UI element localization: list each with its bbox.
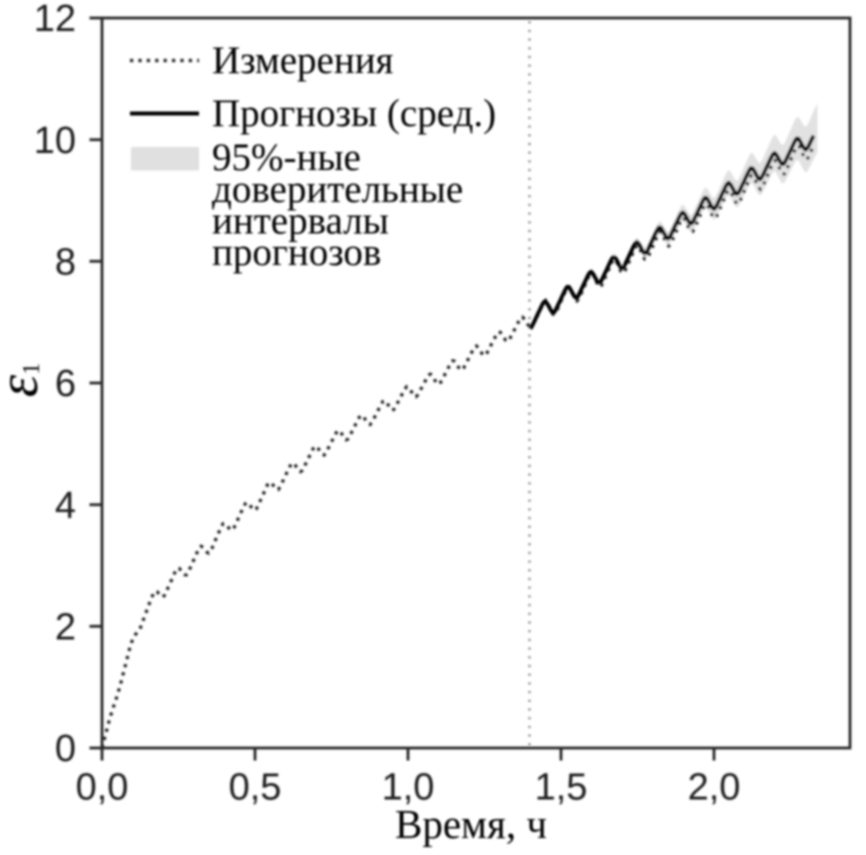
svg-text:2,0: 2,0 [688,767,741,809]
svg-text:95%-ные: 95%-ные [212,136,361,179]
svg-text:4: 4 [55,485,76,527]
svg-text:0,0: 0,0 [76,767,129,809]
svg-text:1,5: 1,5 [535,767,588,809]
svg-text:2: 2 [55,607,76,649]
svg-text:0: 0 [55,728,76,770]
svg-text:Измерения: Измерения [212,39,394,82]
svg-text:10: 10 [34,120,76,162]
svg-text:доверительные: доверительные [212,168,463,211]
svg-text:Прогнозы (сред.): Прогнозы (сред.) [212,92,496,135]
svg-text:12: 12 [34,0,76,40]
svg-text:интервалы: интервалы [212,200,389,243]
svg-text:1,0: 1,0 [382,767,435,809]
svg-text:прогнозов: прогнозов [212,231,381,274]
svg-text:Время, ч: Время, ч [395,801,547,847]
svg-text:8: 8 [55,242,76,284]
svg-text:ε1: ε1 [0,363,50,397]
svg-text:6: 6 [55,363,76,405]
svg-text:0,5: 0,5 [229,767,282,809]
